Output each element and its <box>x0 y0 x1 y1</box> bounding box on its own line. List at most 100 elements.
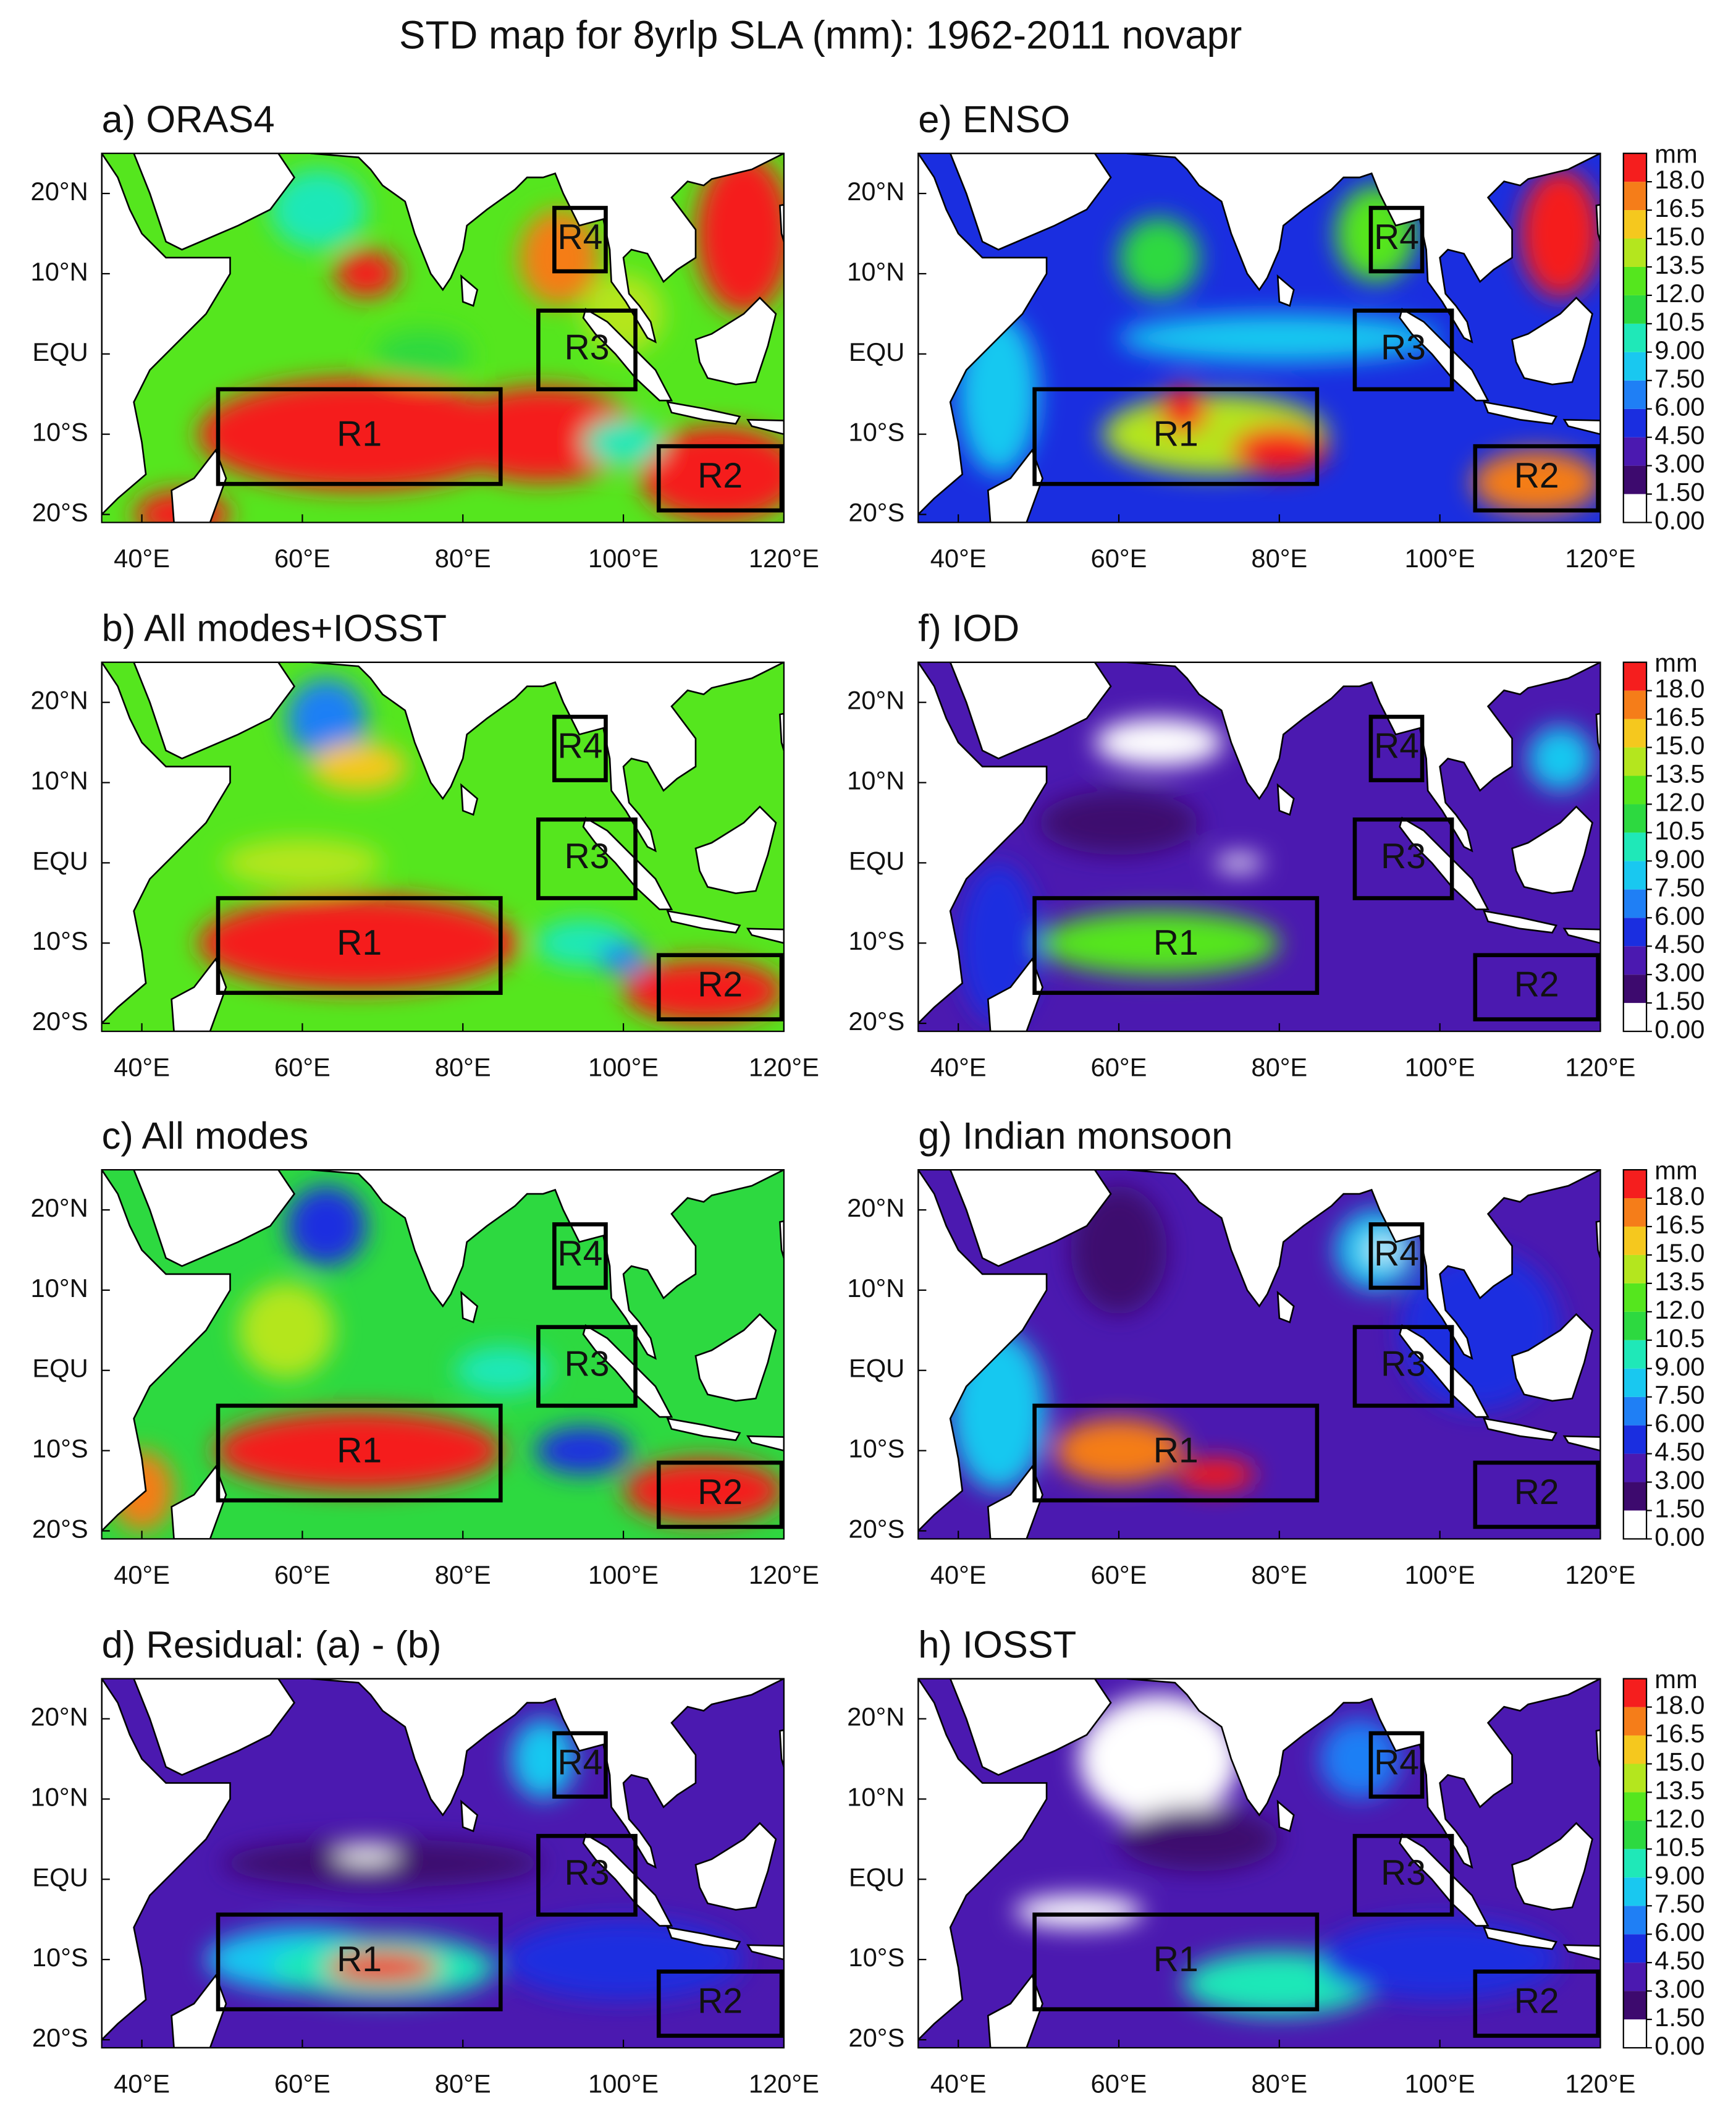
field-blob <box>623 1458 784 1523</box>
colorbar-unit: mm <box>1654 1156 1697 1185</box>
colorbar-label: 6.00 <box>1654 1409 1704 1438</box>
region-box <box>1368 1731 1425 1799</box>
region-label: R2 <box>697 965 743 1005</box>
colorbar-label: 1.50 <box>1654 2003 1704 2032</box>
land <box>1562 928 1601 944</box>
field-blob <box>1119 1807 1279 1872</box>
land <box>1511 1822 1593 1911</box>
colorbar-swatch <box>1623 437 1647 466</box>
x-tick-label: 60°E <box>274 2069 331 2098</box>
y-tick-label: 20°S <box>32 1007 88 1036</box>
land <box>1562 1944 1601 1961</box>
field-blob <box>1231 426 1328 475</box>
map-frame <box>101 1678 785 2049</box>
field-blob <box>1520 169 1601 298</box>
colorbar-swatch <box>1623 1311 1647 1340</box>
field-blob <box>1367 1241 1400 1258</box>
panel-title: c) All modes <box>102 1115 309 1157</box>
y-tick-label: 10°N <box>31 257 88 286</box>
colorbar-label: 12.0 <box>1654 787 1704 816</box>
land <box>987 448 1043 523</box>
land <box>949 662 1112 760</box>
colorbar-label: 12.0 <box>1654 1804 1704 1833</box>
region-label: R2 <box>1514 965 1559 1005</box>
region-label: R3 <box>1381 1344 1426 1384</box>
land <box>1399 1324 1490 1418</box>
region-box <box>216 896 503 995</box>
colorbar-swatch <box>1623 1482 1647 1511</box>
colorbar-label: 4.50 <box>1654 1437 1704 1466</box>
x-tick-label: 60°E <box>274 544 331 573</box>
field-blob <box>1079 1694 1239 1823</box>
region-label: R4 <box>557 726 602 766</box>
land <box>101 1170 231 1532</box>
land <box>1511 1312 1593 1402</box>
region-box <box>1473 444 1600 513</box>
x-tick-label: 60°E <box>1091 1053 1147 1082</box>
land <box>1126 1678 1601 1869</box>
figure-title: STD map for 8yrlp SLA (mm): 1962-2011 no… <box>399 13 1242 57</box>
colorbar-frame <box>1622 1168 1648 1540</box>
colorbar-swatch <box>1623 465 1647 494</box>
colorbar-label: 15.0 <box>1654 222 1704 251</box>
land <box>171 957 227 1032</box>
colorbar-swatch <box>1623 1792 1647 1821</box>
colorbar-swatch <box>1623 494 1647 523</box>
region-box <box>1352 1833 1454 1917</box>
land <box>949 1170 1112 1267</box>
colorbar-swatch <box>1623 1425 1647 1454</box>
colorbar-swatch <box>1623 1340 1647 1369</box>
colorbar-label: 7.50 <box>1654 1889 1704 1918</box>
colorbar-label: 15.0 <box>1654 1747 1704 1777</box>
region-box <box>1368 714 1425 782</box>
x-tick-label: 60°E <box>1091 544 1147 573</box>
colorbar-swatch <box>1623 690 1647 719</box>
y-tick-label: 10°S <box>848 1434 904 1463</box>
colorbar-label: 10.5 <box>1654 1324 1704 1353</box>
colorbar-swatch <box>1623 974 1647 1004</box>
panel-title: a) ORAS4 <box>102 98 275 141</box>
y-tick-label: 10°S <box>848 1943 904 1972</box>
map-frame <box>917 1168 1601 1540</box>
x-tick-label: 120°E <box>749 2069 819 2098</box>
region-box <box>1352 1325 1454 1408</box>
colorbar-swatch <box>1623 889 1647 918</box>
region-box <box>216 1403 503 1503</box>
field: R1 R2 R3 R4 <box>918 1170 1601 1539</box>
colorbar-swatch <box>1623 832 1647 861</box>
colorbar-swatch <box>1623 1820 1647 1849</box>
land <box>460 783 479 816</box>
land <box>666 401 741 425</box>
y-tick-label: 10°S <box>32 1943 88 1972</box>
region-label: R1 <box>337 923 382 963</box>
land <box>694 297 777 386</box>
colorbar-swatch <box>1623 323 1647 352</box>
land <box>1399 308 1490 402</box>
land <box>746 1435 784 1451</box>
colorbar-label: 18.0 <box>1654 1691 1704 1720</box>
colorbar-label: 15.0 <box>1654 731 1704 760</box>
field: R1 R2 R3 R4 <box>101 1678 784 2048</box>
x-tick-label: 80°E <box>1251 2069 1307 2098</box>
colorbar-label: 13.5 <box>1654 759 1704 788</box>
colorbar-swatch <box>1623 1963 1647 1992</box>
panel-title: d) Residual: (a) - (b) <box>102 1623 442 1666</box>
y-tick-label: 10°S <box>848 926 904 955</box>
colorbar-label: 9.00 <box>1654 1352 1704 1381</box>
land <box>582 1833 673 1927</box>
colorbar-label: 0.00 <box>1654 1522 1704 1551</box>
map-frame <box>917 661 1601 1033</box>
y-tick-label: 20°N <box>31 1193 88 1222</box>
land <box>1483 1926 1558 1950</box>
x-tick-label: 120°E <box>749 1053 819 1082</box>
colorbar-label: 16.5 <box>1654 703 1704 732</box>
land <box>1511 805 1593 895</box>
land <box>1595 203 1601 242</box>
colorbar-swatch <box>1623 182 1647 211</box>
colorbar-label: 7.50 <box>1654 873 1704 902</box>
y-tick-label: EQU <box>849 337 904 366</box>
y-tick-label: EQU <box>849 1862 904 1891</box>
x-tick-label: 100°E <box>1405 1053 1475 1082</box>
field-blob <box>535 1426 632 1475</box>
region-box <box>1473 953 1600 1021</box>
